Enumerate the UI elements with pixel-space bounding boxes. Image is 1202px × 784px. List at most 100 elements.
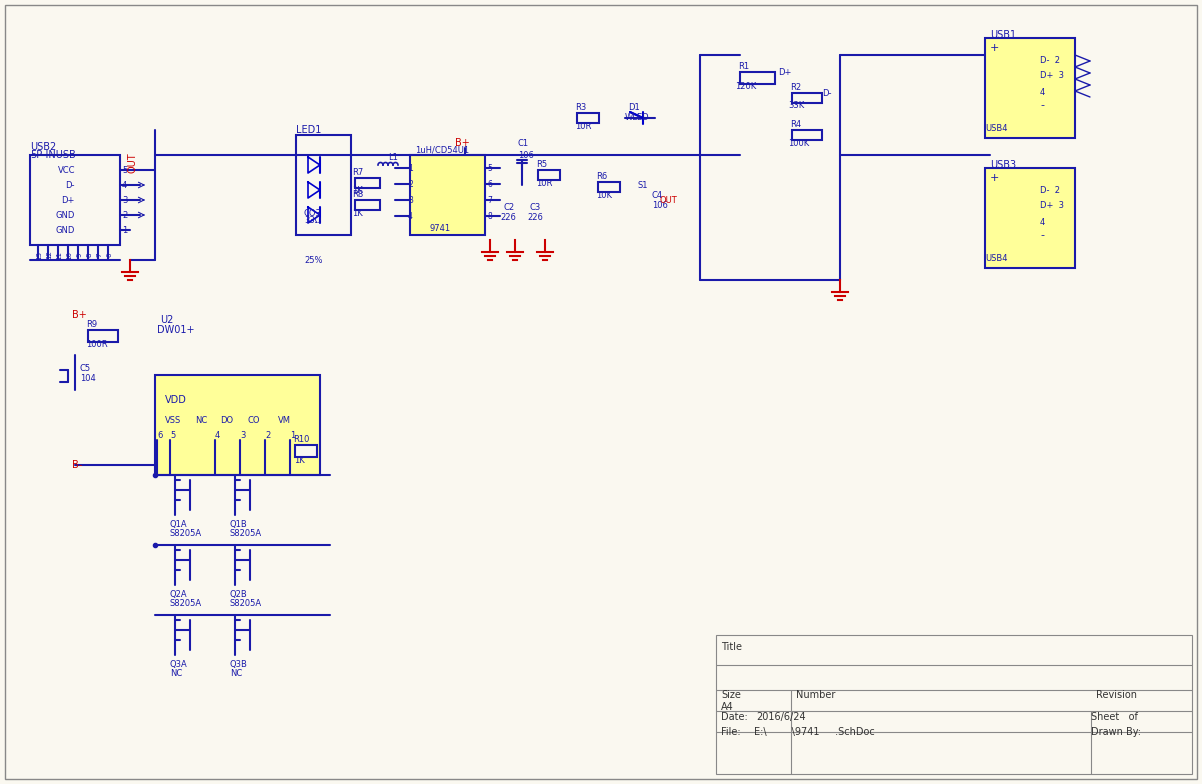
- Text: 3: 3: [409, 195, 413, 205]
- Text: Q3B: Q3B: [230, 660, 248, 670]
- Text: 100R: 100R: [87, 339, 108, 349]
- Text: C2: C2: [502, 202, 514, 212]
- Text: R5: R5: [536, 159, 547, 169]
- Text: CO: CO: [248, 416, 261, 424]
- Text: NC: NC: [169, 669, 183, 677]
- Text: 5: 5: [487, 164, 492, 172]
- Text: R6: R6: [596, 172, 607, 180]
- Text: 10: 10: [66, 251, 72, 260]
- Text: R4: R4: [790, 119, 801, 129]
- Text: Title: Title: [721, 642, 742, 652]
- Text: -: -: [1040, 230, 1045, 240]
- Bar: [792, 93, 822, 103]
- Bar: [155, 375, 320, 475]
- Bar: [88, 330, 118, 342]
- Bar: [355, 200, 380, 210]
- Text: Sheet   of: Sheet of: [1091, 712, 1138, 722]
- Text: 1K: 1K: [294, 456, 305, 464]
- Text: D1: D1: [627, 103, 639, 111]
- Text: R3: R3: [575, 103, 587, 111]
- Text: 2: 2: [264, 430, 270, 440]
- Text: R10: R10: [293, 434, 309, 444]
- Text: C4: C4: [651, 191, 664, 199]
- Text: 2: 2: [409, 180, 413, 188]
- Text: File:: File:: [721, 727, 740, 737]
- Bar: [599, 182, 620, 192]
- Bar: [294, 445, 317, 457]
- Bar: [984, 168, 1075, 268]
- Bar: [740, 72, 775, 84]
- Text: CO3: CO3: [304, 209, 322, 217]
- Bar: [355, 178, 380, 188]
- Text: C3: C3: [530, 202, 541, 212]
- Text: 33Ω: 33Ω: [304, 216, 321, 224]
- Text: Q3A: Q3A: [169, 660, 188, 670]
- Bar: [296, 135, 351, 235]
- Text: 5: 5: [121, 165, 127, 175]
- Bar: [716, 635, 1192, 774]
- Text: Revision: Revision: [1096, 690, 1137, 700]
- Text: Size: Size: [721, 690, 740, 700]
- Text: 2: 2: [121, 210, 127, 220]
- Text: 2016/6/24: 2016/6/24: [756, 712, 805, 722]
- Text: 3: 3: [121, 195, 127, 205]
- Text: 3: 3: [240, 430, 245, 440]
- Text: 9741: 9741: [430, 223, 451, 233]
- Text: USB2: USB2: [30, 142, 56, 152]
- Text: Q1B: Q1B: [230, 521, 248, 529]
- Text: GND: GND: [55, 226, 75, 234]
- Text: 226: 226: [526, 212, 543, 222]
- Text: VDD: VDD: [165, 395, 186, 405]
- Text: 1: 1: [409, 164, 413, 172]
- Text: 8: 8: [87, 252, 93, 257]
- Text: Q2A: Q2A: [169, 590, 188, 600]
- Text: D+  3: D+ 3: [1040, 71, 1064, 79]
- Text: Date:: Date:: [721, 712, 748, 722]
- Text: S1: S1: [638, 180, 649, 190]
- Text: 106: 106: [518, 151, 534, 159]
- Text: 1: 1: [121, 226, 127, 234]
- Text: 4: 4: [215, 430, 220, 440]
- Text: R8: R8: [352, 190, 363, 198]
- Text: 7: 7: [96, 252, 102, 257]
- Text: 6: 6: [106, 252, 112, 257]
- Text: 8: 8: [487, 212, 492, 220]
- Text: S8205A: S8205A: [169, 528, 202, 538]
- Text: D-  2: D- 2: [1040, 186, 1060, 194]
- Text: 5: 5: [169, 430, 175, 440]
- Bar: [30, 155, 120, 245]
- Text: D-: D-: [65, 180, 75, 190]
- Text: 12: 12: [46, 251, 52, 260]
- Text: DW01+: DW01+: [157, 325, 195, 335]
- Text: -: -: [1040, 100, 1045, 110]
- Text: 4: 4: [1040, 88, 1046, 96]
- Text: USB3: USB3: [990, 160, 1016, 170]
- Text: 120K: 120K: [734, 82, 756, 90]
- Text: 5P-INUSB: 5P-INUSB: [30, 150, 76, 160]
- Text: R1: R1: [738, 61, 749, 71]
- Text: +: +: [990, 173, 999, 183]
- Text: 9: 9: [76, 252, 82, 257]
- Text: 10R: 10R: [536, 179, 553, 187]
- Text: B+: B+: [72, 310, 87, 320]
- Text: OUT: OUT: [660, 195, 678, 205]
- Text: C1: C1: [518, 139, 529, 147]
- Text: NC: NC: [195, 416, 207, 424]
- Text: A4: A4: [721, 702, 733, 712]
- Text: Q1A: Q1A: [169, 521, 188, 529]
- Text: USB4: USB4: [984, 124, 1007, 132]
- Text: D-: D-: [822, 89, 832, 97]
- Text: 1K: 1K: [352, 186, 363, 194]
- Text: 100K: 100K: [789, 139, 809, 147]
- Text: D+  3: D+ 3: [1040, 201, 1064, 209]
- Text: D+: D+: [778, 67, 791, 77]
- Bar: [792, 130, 822, 140]
- Text: USB4: USB4: [984, 253, 1007, 263]
- Text: 4: 4: [1040, 217, 1046, 227]
- Text: C5: C5: [81, 364, 91, 372]
- Text: 7: 7: [487, 195, 492, 205]
- Text: 1: 1: [290, 430, 296, 440]
- Text: OUT: OUT: [127, 153, 138, 173]
- Text: R7: R7: [352, 168, 363, 176]
- Text: B-: B-: [72, 460, 82, 470]
